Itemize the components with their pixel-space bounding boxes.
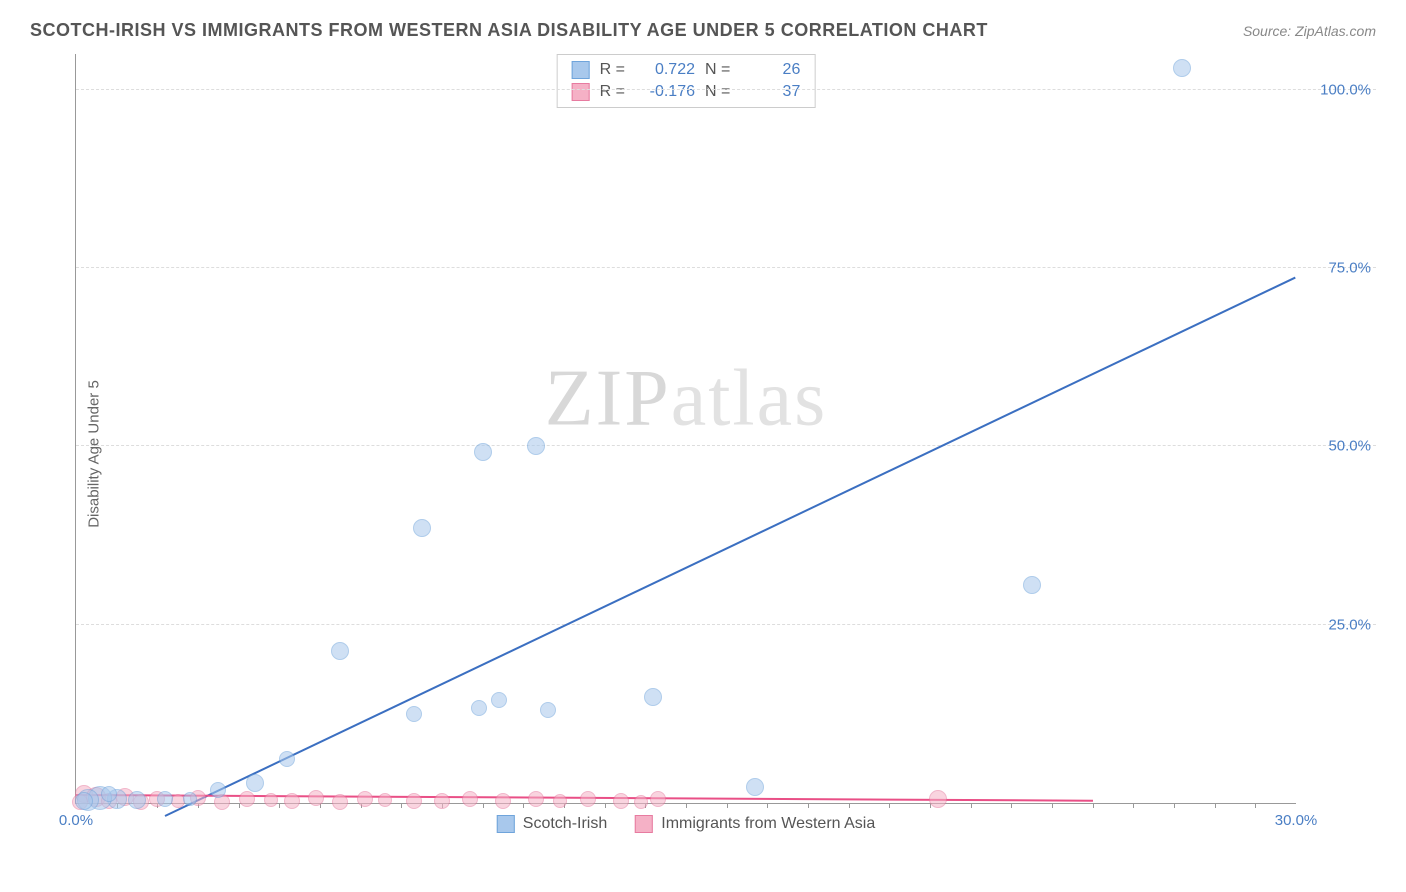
data-point-series-1 [406,706,422,722]
swatch-series-2 [572,83,590,101]
watermark-part1: ZIP [545,354,671,442]
r-label: R = [600,61,625,79]
r-label-2: R = [600,83,625,101]
legend-label-1: Scotch-Irish [523,815,607,833]
data-point-series-2 [332,794,348,810]
legend-swatch-1 [497,815,515,833]
stats-row-series-1: R = 0.722 N = 26 [572,59,801,81]
legend-item-2: Immigrants from Western Asia [635,815,875,833]
source-citation: Source: ZipAtlas.com [1243,23,1376,39]
r-value-1: 0.722 [635,61,695,79]
xtick-mark [1052,803,1053,808]
xtick-mark [401,803,402,808]
xtick-mark [605,803,606,808]
data-point-series-1 [474,443,492,461]
data-point-series-1 [210,782,226,798]
swatch-series-1 [572,61,590,79]
data-point-series-1 [471,700,487,716]
source-label: Source: [1243,23,1291,39]
data-point-series-2 [357,791,373,807]
xtick-mark [1215,803,1216,808]
data-point-series-1 [1173,59,1191,77]
chart-container: SCOTCH-IRISH VS IMMIGRANTS FROM WESTERN … [0,0,1406,892]
xtick-mark [767,803,768,808]
data-point-series-1 [644,688,662,706]
data-point-series-2 [378,793,392,807]
xtick-label: 30.0% [1275,812,1318,829]
data-point-series-1 [157,791,173,807]
chart-title: SCOTCH-IRISH VS IMMIGRANTS FROM WESTERN … [30,20,988,41]
data-point-series-1 [1023,576,1041,594]
legend-swatch-2 [635,815,653,833]
header: SCOTCH-IRISH VS IMMIGRANTS FROM WESTERN … [30,20,1376,41]
plot-area: ZIPatlas R = 0.722 N = 26 R = -0.176 N =… [75,54,1296,804]
watermark-part2: atlas [671,354,828,442]
chart-area: Disability Age Under 5 ZIPatlas R = 0.72… [30,49,1376,859]
data-point-series-1 [128,791,146,809]
data-point-series-2 [528,791,544,807]
legend-item-1: Scotch-Irish [497,815,607,833]
n-value-1: 26 [740,61,800,79]
data-point-series-2 [553,794,567,808]
r-value-2: -0.176 [635,83,695,101]
xtick-mark [279,803,280,808]
data-point-series-2 [239,791,255,807]
data-point-series-1 [540,702,556,718]
data-point-series-1 [491,692,507,708]
data-point-series-1 [183,792,197,806]
ytick-label: 25.0% [1328,616,1371,633]
data-point-series-2 [264,793,278,807]
n-label-2: N = [705,83,730,101]
data-point-series-2 [580,791,596,807]
bottom-legend: Scotch-Irish Immigrants from Western Asi… [497,815,875,833]
source-value: ZipAtlas.com [1295,23,1376,39]
data-point-series-1 [331,642,349,660]
gridline [76,445,1376,446]
data-point-series-2 [634,795,648,809]
legend-label-2: Immigrants from Western Asia [661,815,875,833]
data-point-series-1 [746,778,764,796]
xtick-mark [1255,803,1256,808]
data-point-series-2 [434,793,450,809]
data-point-series-1 [413,519,431,537]
data-point-series-1 [246,774,264,792]
gridline [76,89,1376,90]
stats-legend-box: R = 0.722 N = 26 R = -0.176 N = 37 [557,54,816,108]
data-point-series-2 [462,791,478,807]
ytick-label: 50.0% [1328,438,1371,455]
gridline [76,624,1376,625]
trend-line-series-1 [165,277,1296,817]
n-value-2: 37 [740,83,800,101]
data-point-series-1 [527,437,545,455]
data-point-series-2 [406,793,422,809]
data-point-series-2 [284,793,300,809]
data-point-series-2 [308,790,324,806]
xtick-mark [727,803,728,808]
gridline [76,267,1376,268]
data-point-series-1 [75,792,93,810]
data-point-series-2 [613,793,629,809]
xtick-mark [1174,803,1175,808]
stats-row-series-2: R = -0.176 N = 37 [572,81,801,103]
xtick-mark [1011,803,1012,808]
xtick-mark [686,803,687,808]
ytick-label: 100.0% [1320,81,1371,98]
xtick-mark [523,803,524,808]
data-point-series-2 [495,793,511,809]
watermark: ZIPatlas [545,353,828,444]
xtick-mark [808,803,809,808]
xtick-mark [889,803,890,808]
xtick-mark [1133,803,1134,808]
n-label: N = [705,61,730,79]
xtick-mark [849,803,850,808]
xtick-mark [1093,803,1094,808]
data-point-series-1 [279,751,295,767]
data-point-series-2 [650,791,666,807]
ytick-label: 75.0% [1328,260,1371,277]
data-point-series-1 [101,786,117,802]
xtick-mark [483,803,484,808]
data-point-series-2 [929,790,947,808]
xtick-mark [971,803,972,808]
xtick-label: 0.0% [59,812,93,829]
